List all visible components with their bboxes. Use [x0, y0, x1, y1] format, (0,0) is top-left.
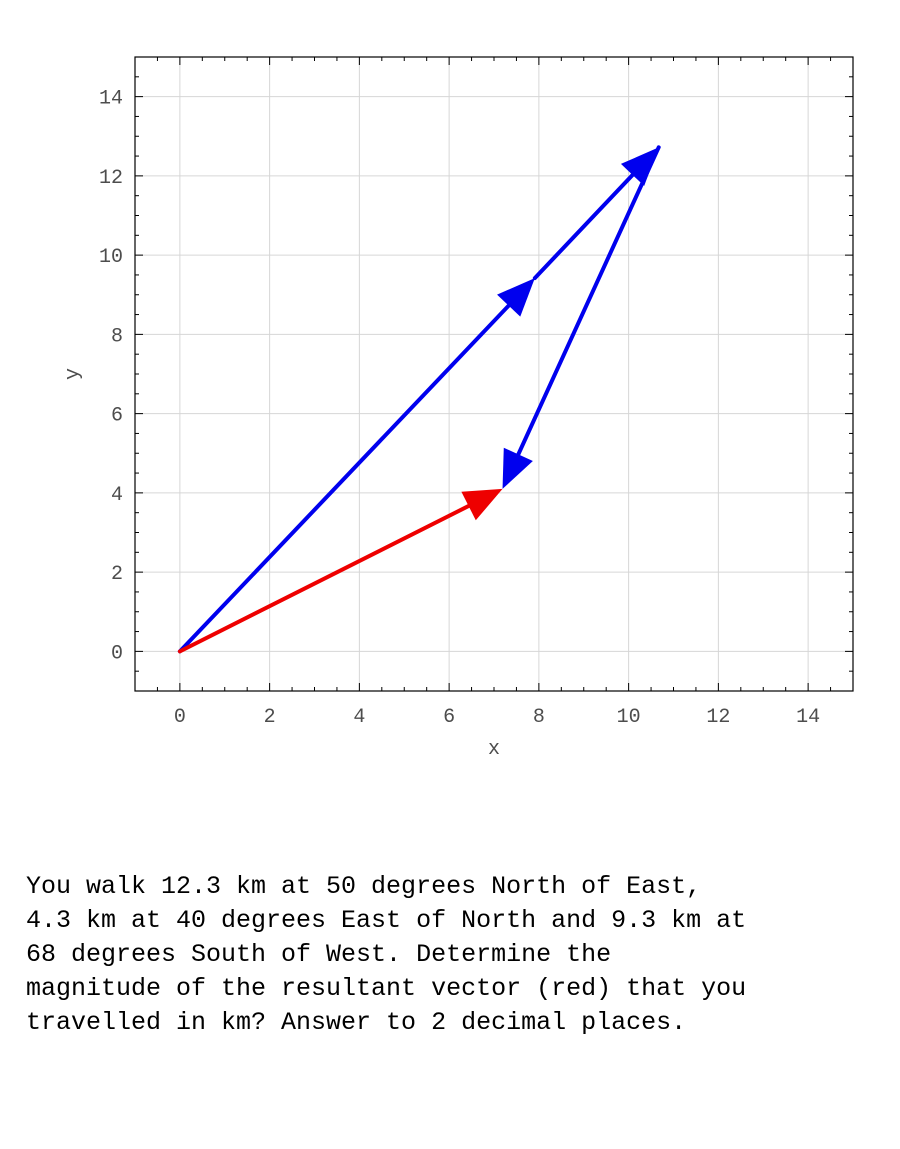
y-tick-label: 14: [99, 88, 123, 111]
y-axis-label: y: [62, 368, 85, 380]
vector-plot: 0 2 4 6 8 10 12 14 0 2 4 6 8 10 12 14 x y: [62, 56, 854, 761]
x-tick-label: 14: [796, 706, 820, 729]
vector-2-arrowhead: [620, 147, 659, 186]
y-tick-label: 12: [99, 167, 123, 190]
vector-4-shaft: [177, 502, 475, 654]
vector-1-shaft: [177, 300, 514, 654]
vector-2-shaft: [532, 170, 638, 281]
y-tick-label: 4: [111, 484, 123, 507]
grid: [135, 57, 853, 691]
plot-frame: [134, 56, 854, 692]
x-tick-label: 10: [617, 706, 641, 729]
y-tick-label: 0: [111, 642, 123, 665]
x-tick-label: 0: [174, 706, 186, 729]
y-tick-label: 8: [111, 325, 123, 348]
question-text: You walk 12.3 km at 50 degrees North of …: [26, 872, 747, 1037]
x-tick-labels: 0 2 4 6 8 10 12 14: [174, 706, 820, 729]
x-tick-label: 12: [706, 706, 730, 729]
x-tick-label: 8: [533, 706, 545, 729]
vector-3-shaft: [514, 145, 661, 460]
vector-4-arrowhead: [461, 488, 503, 521]
vectors: [177, 145, 661, 654]
y-tick-label: 6: [111, 405, 123, 428]
x-axis-label: x: [488, 738, 500, 761]
y-tick-label: 10: [99, 246, 123, 269]
vector-1-arrowhead: [497, 278, 535, 317]
ticks: [134, 56, 854, 692]
y-tick-labels: 0 2 4 6 8 10 12 14: [99, 88, 123, 666]
x-tick-label: 4: [353, 706, 365, 729]
x-tick-label: 2: [264, 706, 276, 729]
x-tick-label: 6: [443, 706, 455, 729]
vector-3-arrowhead: [502, 447, 533, 489]
y-tick-label: 2: [111, 563, 123, 586]
